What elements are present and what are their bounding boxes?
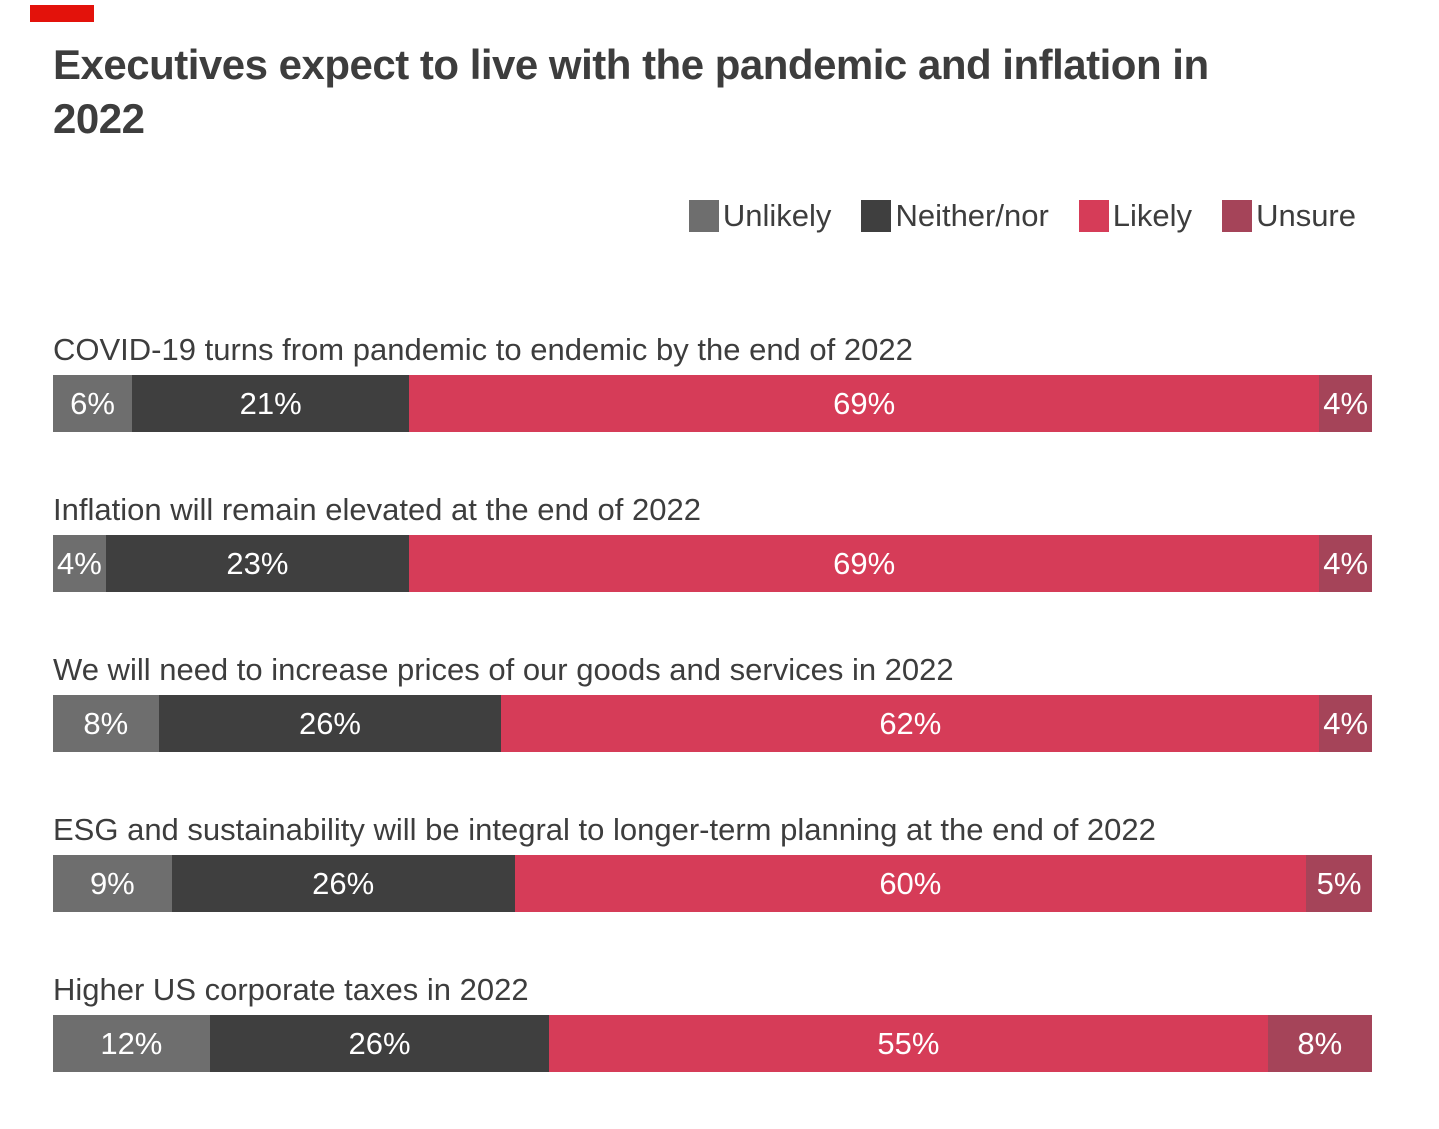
chart-title-line-1: Executives expect to live with the pande… [53,41,1209,88]
stacked-bar: 4% 23% 69% 4% [53,535,1373,593]
chart-title: Executives expect to live with the pande… [53,0,1372,146]
segment-value-label: 69% [833,545,896,581]
stacked-bar: 9% 26% 60% 5% [53,855,1372,913]
bar-segment-unlikely: 6% [53,375,133,433]
stacked-bar: 12% 26% 55% 8% [53,1015,1372,1073]
bar-segment-neither-nor: 26% [171,855,515,913]
segment-value-label: 4% [1323,545,1369,581]
chart-row: We will need to increase prices of our g… [53,652,1372,753]
row-label: COVID-19 turns from pandemic to endemic … [53,332,913,368]
segment-value-label: 21% [239,385,302,421]
legend-item-unlikely: Unlikely [688,198,832,234]
row-label: ESG and sustainability will be integral … [53,812,1156,848]
row-label: We will need to increase prices of our g… [53,652,954,688]
bar-segment-unsure: 4% [1319,535,1373,593]
bar-segment-unsure: 4% [1319,695,1372,753]
legend-label: Unlikely [722,198,832,234]
legend-item-neither-nor: Neither/nor [861,198,1049,234]
segment-value-label: 4% [1323,385,1369,421]
legend-label: Likely [1112,198,1193,234]
stacked-bar-chart: COVID-19 turns from pandemic to endemic … [53,332,1373,1073]
segment-value-label: 9% [89,865,135,901]
segment-value-label: 4% [1323,705,1369,741]
stacked-bar: 6% 21% 69% 4% [53,375,1372,433]
chart-title-line-2: 2022 [53,95,145,143]
segment-value-label: 23% [226,545,289,581]
bar-segment-unlikely: 4% [53,535,106,593]
row-label: Inflation will remain elevated at the en… [53,492,701,528]
bar-segment-likely: 60% [514,855,1307,913]
legend-label: Unsure [1256,198,1356,234]
segment-value-label: 8% [83,705,129,741]
bar-segment-unlikely: 9% [53,855,172,913]
bar-segment-likely: 69% [409,375,1320,433]
legend-swatch-icon [688,200,719,233]
legend-label: Neither/nor [895,198,1049,234]
segment-value-label: 69% [833,385,896,421]
chart-row: Inflation will remain elevated at the en… [53,492,1373,593]
bar-segment-unlikely: 12% [53,1015,210,1073]
bar-segment-unlikely: 8% [53,695,159,753]
legend-swatch-icon [861,200,892,233]
bar-segment-neither-nor: 26% [158,695,502,753]
chart-row: Higher US corporate taxes in 2022 12% 26% 5… [53,972,1372,1073]
segment-value-label: 12% [100,1025,163,1061]
chart-legend: Unlikely Neither/nor Likely Unsure [53,198,1372,234]
legend-item-unsure: Unsure [1222,198,1356,234]
bar-segment-neither-nor: 23% [105,535,410,593]
bar-segment-neither-nor: 26% [209,1015,550,1073]
chart-row: COVID-19 turns from pandemic to endemic … [53,332,1372,433]
segment-value-label: 5% [1316,865,1362,901]
bar-segment-unsure: 8% [1267,1015,1372,1073]
segment-value-label: 60% [879,865,942,901]
segment-value-label: 4% [56,545,102,581]
brand-accent-tab [30,5,94,22]
segment-value-label: 26% [348,1025,411,1061]
stacked-bar: 8% 26% 62% 4% [53,695,1372,753]
bar-segment-unsure: 5% [1306,855,1372,913]
segment-value-label: 6% [70,385,115,421]
segment-value-label: 8% [1297,1025,1343,1061]
segment-value-label: 26% [312,865,375,901]
segment-value-label: 26% [298,705,361,741]
bar-segment-likely: 62% [501,695,1320,753]
segment-value-label: 62% [879,705,942,741]
chart-row: ESG and sustainability will be integral … [53,812,1372,913]
legend-item-likely: Likely [1078,198,1193,234]
bar-segment-likely: 69% [409,535,1320,593]
bar-segment-unsure: 4% [1319,375,1372,433]
row-label: Higher US corporate taxes in 2022 [53,972,529,1008]
bar-segment-likely: 55% [549,1015,1268,1073]
legend-swatch-icon [1078,200,1109,233]
bar-segment-neither-nor: 21% [132,375,410,433]
legend-swatch-icon [1222,200,1253,233]
segment-value-label: 55% [877,1025,940,1061]
